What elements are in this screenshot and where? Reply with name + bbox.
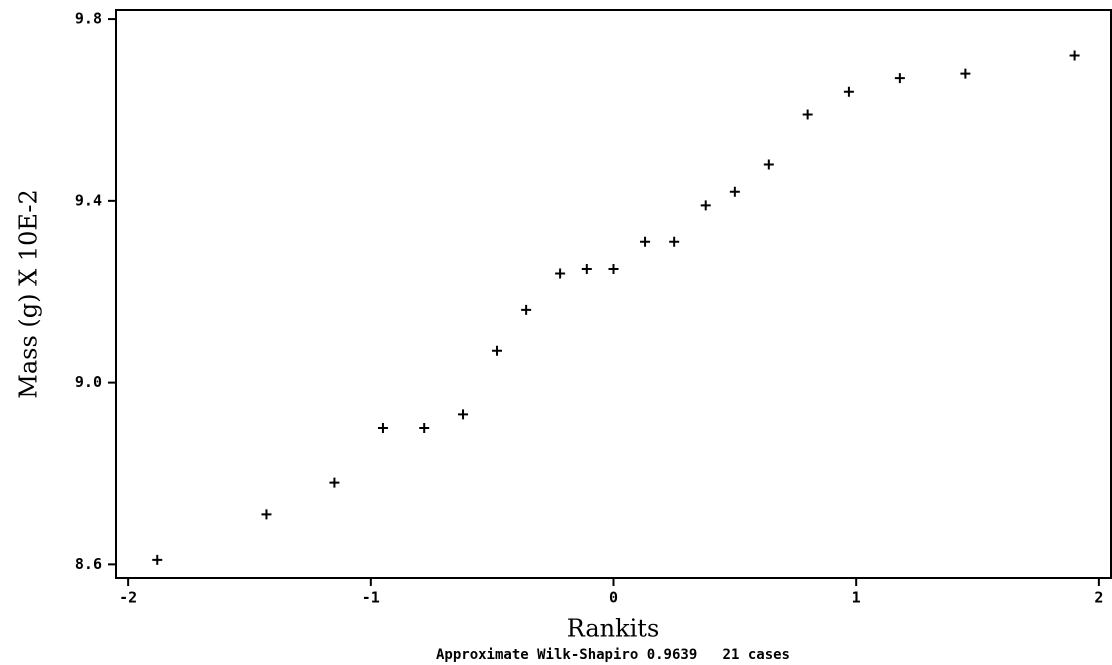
x-axis-label: Rankits	[567, 615, 660, 643]
point	[555, 268, 566, 279]
y-tick-label: 9.0	[75, 373, 102, 391]
plot-frame	[115, 9, 1112, 579]
point	[700, 200, 711, 211]
point	[640, 236, 651, 247]
point	[729, 186, 740, 197]
y-tick-label: 9.4	[75, 191, 102, 209]
point	[419, 423, 430, 434]
point	[763, 159, 774, 170]
point	[261, 509, 272, 520]
x-tick-label: 0	[609, 589, 618, 607]
annotation: Approximate Wilk-Shapiro 0.9639 21 cases	[436, 647, 790, 663]
x-tick-label: 2	[1094, 589, 1103, 607]
point	[960, 68, 971, 79]
point	[492, 345, 503, 356]
point	[152, 554, 163, 565]
y-axis-label: Mass (g) X 10E-2	[15, 189, 43, 398]
point	[894, 73, 905, 84]
x-tick-label: -1	[362, 589, 380, 607]
point	[329, 477, 340, 488]
point	[1069, 50, 1080, 61]
point	[843, 86, 854, 97]
point	[669, 236, 680, 247]
point	[377, 423, 388, 434]
x-tick-label: -2	[119, 589, 137, 607]
point	[521, 304, 532, 315]
y-tick-label: 9.8	[75, 10, 102, 28]
point	[458, 409, 469, 420]
point	[802, 109, 813, 120]
x-tick-label: 1	[852, 589, 861, 607]
y-tick-label: 8.6	[75, 555, 102, 573]
point	[608, 264, 619, 275]
point	[581, 264, 592, 275]
